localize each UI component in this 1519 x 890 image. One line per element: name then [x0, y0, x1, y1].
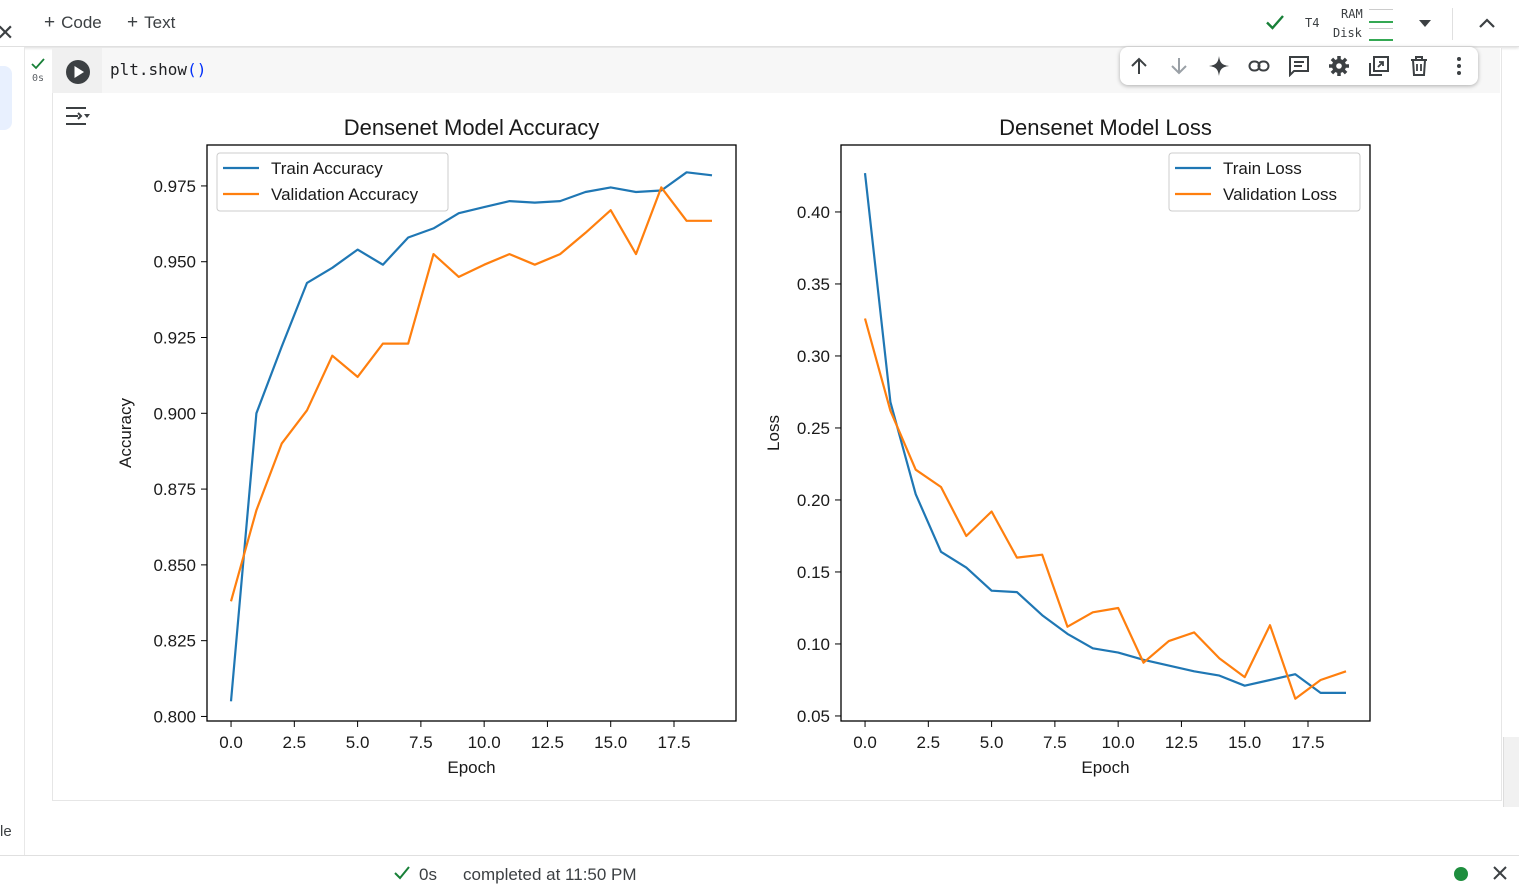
add-text-label: Text	[144, 13, 176, 32]
status-completed: completed at 11:50 PM	[463, 865, 637, 884]
output-scrollbar[interactable]	[1503, 737, 1519, 807]
chart-1-ytick-label: 0.900	[153, 404, 196, 423]
chart-2-ytick-label: 0.25	[797, 419, 830, 438]
close-status-icon[interactable]	[1491, 864, 1509, 887]
status-check-icon	[393, 865, 411, 886]
move-cell-up-icon[interactable]	[1128, 55, 1150, 77]
chart-1-ytick-label: 0.975	[153, 177, 196, 196]
chart-2-xtick-label: 5.0	[980, 733, 1004, 752]
left-sidebar	[0, 47, 25, 855]
settings-gear-icon[interactable]	[1328, 55, 1350, 77]
resources-dropdown-icon[interactable]	[1417, 16, 1433, 35]
run-cell-button[interactable]	[64, 58, 92, 91]
chart-1-plot-area	[206, 144, 737, 722]
chart-1-ytick-label: 0.850	[153, 556, 196, 575]
toolbar-divider	[1452, 8, 1453, 40]
output-figure: Densenet Model Accuracy 0.0 2.5 5.0 7.5 10.0 1…	[116, 115, 1371, 777]
chart-2-xtick-label: 2.5	[917, 733, 941, 752]
chart-1-series-1-line	[229, 171, 713, 702]
chart-1-xtick-label: 17.5	[657, 733, 690, 752]
add-text-button[interactable]: + Text	[127, 12, 175, 34]
chart-1-ytick-label: 0.825	[153, 632, 196, 651]
chart-1-legend-label: Validation Accuracy	[271, 185, 419, 204]
chart-2-ytick-label: 0.20	[797, 491, 830, 510]
more-options-icon[interactable]	[1448, 55, 1470, 77]
chart-2-plot-area	[840, 144, 1371, 722]
chart-2-xtick-label: 10.0	[1102, 733, 1135, 752]
gemini-sparkle-icon[interactable]	[1208, 55, 1230, 77]
move-cell-down-icon[interactable]	[1168, 55, 1190, 77]
code-function: plt.show	[110, 60, 188, 79]
chart-2-ytick-label: 0.30	[797, 347, 830, 366]
chart-1-ytick-label: 0.925	[153, 329, 196, 348]
disk-label: Disk	[1333, 26, 1362, 40]
chart-1-xtick-label: 10.0	[468, 733, 501, 752]
chart-1-legend	[216, 152, 449, 212]
chart-1-series-2-line	[229, 186, 712, 602]
chart-2-xlabel: Epoch	[1081, 758, 1129, 777]
chart-2-series-2-line	[863, 318, 1347, 700]
plus-icon: +	[44, 12, 56, 33]
chart-2-title: Densenet Model Loss	[999, 115, 1212, 140]
chart-1-ytick-label: 0.875	[153, 480, 196, 499]
add-code-button[interactable]: + Code	[44, 12, 102, 34]
chart-2-xtick-label: 7.5	[1043, 733, 1067, 752]
chart-1-xlabel: Epoch	[447, 758, 495, 777]
chart-2-legend-label: Validation Loss	[1223, 185, 1337, 204]
cell-toolbar	[1120, 47, 1478, 85]
chart-1-ylabel: Accuracy	[116, 398, 135, 468]
comment-icon[interactable]	[1288, 55, 1310, 78]
chart-2-ylabel: Loss	[764, 415, 783, 451]
delete-icon[interactable]	[1408, 55, 1430, 77]
chart-1-legend-label: Train Accuracy	[271, 159, 383, 178]
close-icon[interactable]: ✕	[0, 20, 15, 45]
chart-1-ytick-label: 0.800	[153, 707, 196, 726]
chart-1-ytick-label: 0.950	[153, 253, 196, 272]
exec-success-icon	[31, 57, 45, 75]
output-options-icon[interactable]	[64, 104, 92, 133]
chart-2-xtick-label: 15.0	[1228, 733, 1261, 752]
disk-meter[interactable]	[1369, 28, 1393, 41]
status-duration: 0s	[419, 865, 437, 884]
add-code-label: Code	[61, 13, 102, 32]
chart-1-xtick-label: 15.0	[594, 733, 627, 752]
mirror-cell-icon[interactable]	[1368, 55, 1390, 77]
connected-check-icon	[1263, 10, 1287, 39]
chart-1-xtick-label: 7.5	[409, 733, 433, 752]
collapse-toolbar-icon[interactable]	[1477, 14, 1497, 39]
chart-2-series-1-line	[863, 172, 1346, 695]
chart-2-xtick-label: 12.5	[1165, 733, 1198, 752]
chart-2-legend-label: Train Loss	[1223, 159, 1302, 178]
chart-1-xtick-label: 0.0	[219, 733, 243, 752]
chart-2-ytick-label: 0.15	[797, 563, 830, 582]
chart-1-xtick-label: 12.5	[531, 733, 564, 752]
ram-label: RAM	[1341, 7, 1363, 21]
code-line: plt.show()	[110, 60, 206, 79]
status-bar: 0s completed at 11:50 PM	[0, 855, 1519, 890]
runtime-type[interactable]: T4	[1305, 16, 1320, 30]
ram-meter[interactable]	[1369, 9, 1393, 23]
chart-2-ytick-label: 0.40	[797, 203, 830, 222]
chart-1-xtick-label: 5.0	[346, 733, 370, 752]
sidebar-partial-label: le	[0, 823, 12, 840]
plus-icon: +	[127, 12, 139, 33]
sidebar-active-item[interactable]	[0, 66, 12, 130]
chart-1-xtick-label: 2.5	[283, 733, 307, 752]
exec-time: 0s	[32, 73, 45, 84]
chart-2-ytick-label: 0.35	[797, 275, 830, 294]
link-icon[interactable]	[1248, 55, 1270, 77]
chart-2-xtick-label: 0.0	[853, 733, 877, 752]
connection-status-dot[interactable]	[1454, 867, 1468, 881]
chart-2-xtick-label: 17.5	[1291, 733, 1324, 752]
chart-2-legend	[1168, 152, 1361, 212]
code-parens: ()	[187, 60, 207, 79]
chart-1-title: Densenet Model Accuracy	[344, 115, 600, 140]
chart-2-ytick-label: 0.10	[797, 635, 830, 654]
chart-2-ytick-label: 0.05	[797, 707, 830, 726]
notebook-toolbar: ✕ + Code + Text T4 RAM Disk	[0, 0, 1519, 47]
